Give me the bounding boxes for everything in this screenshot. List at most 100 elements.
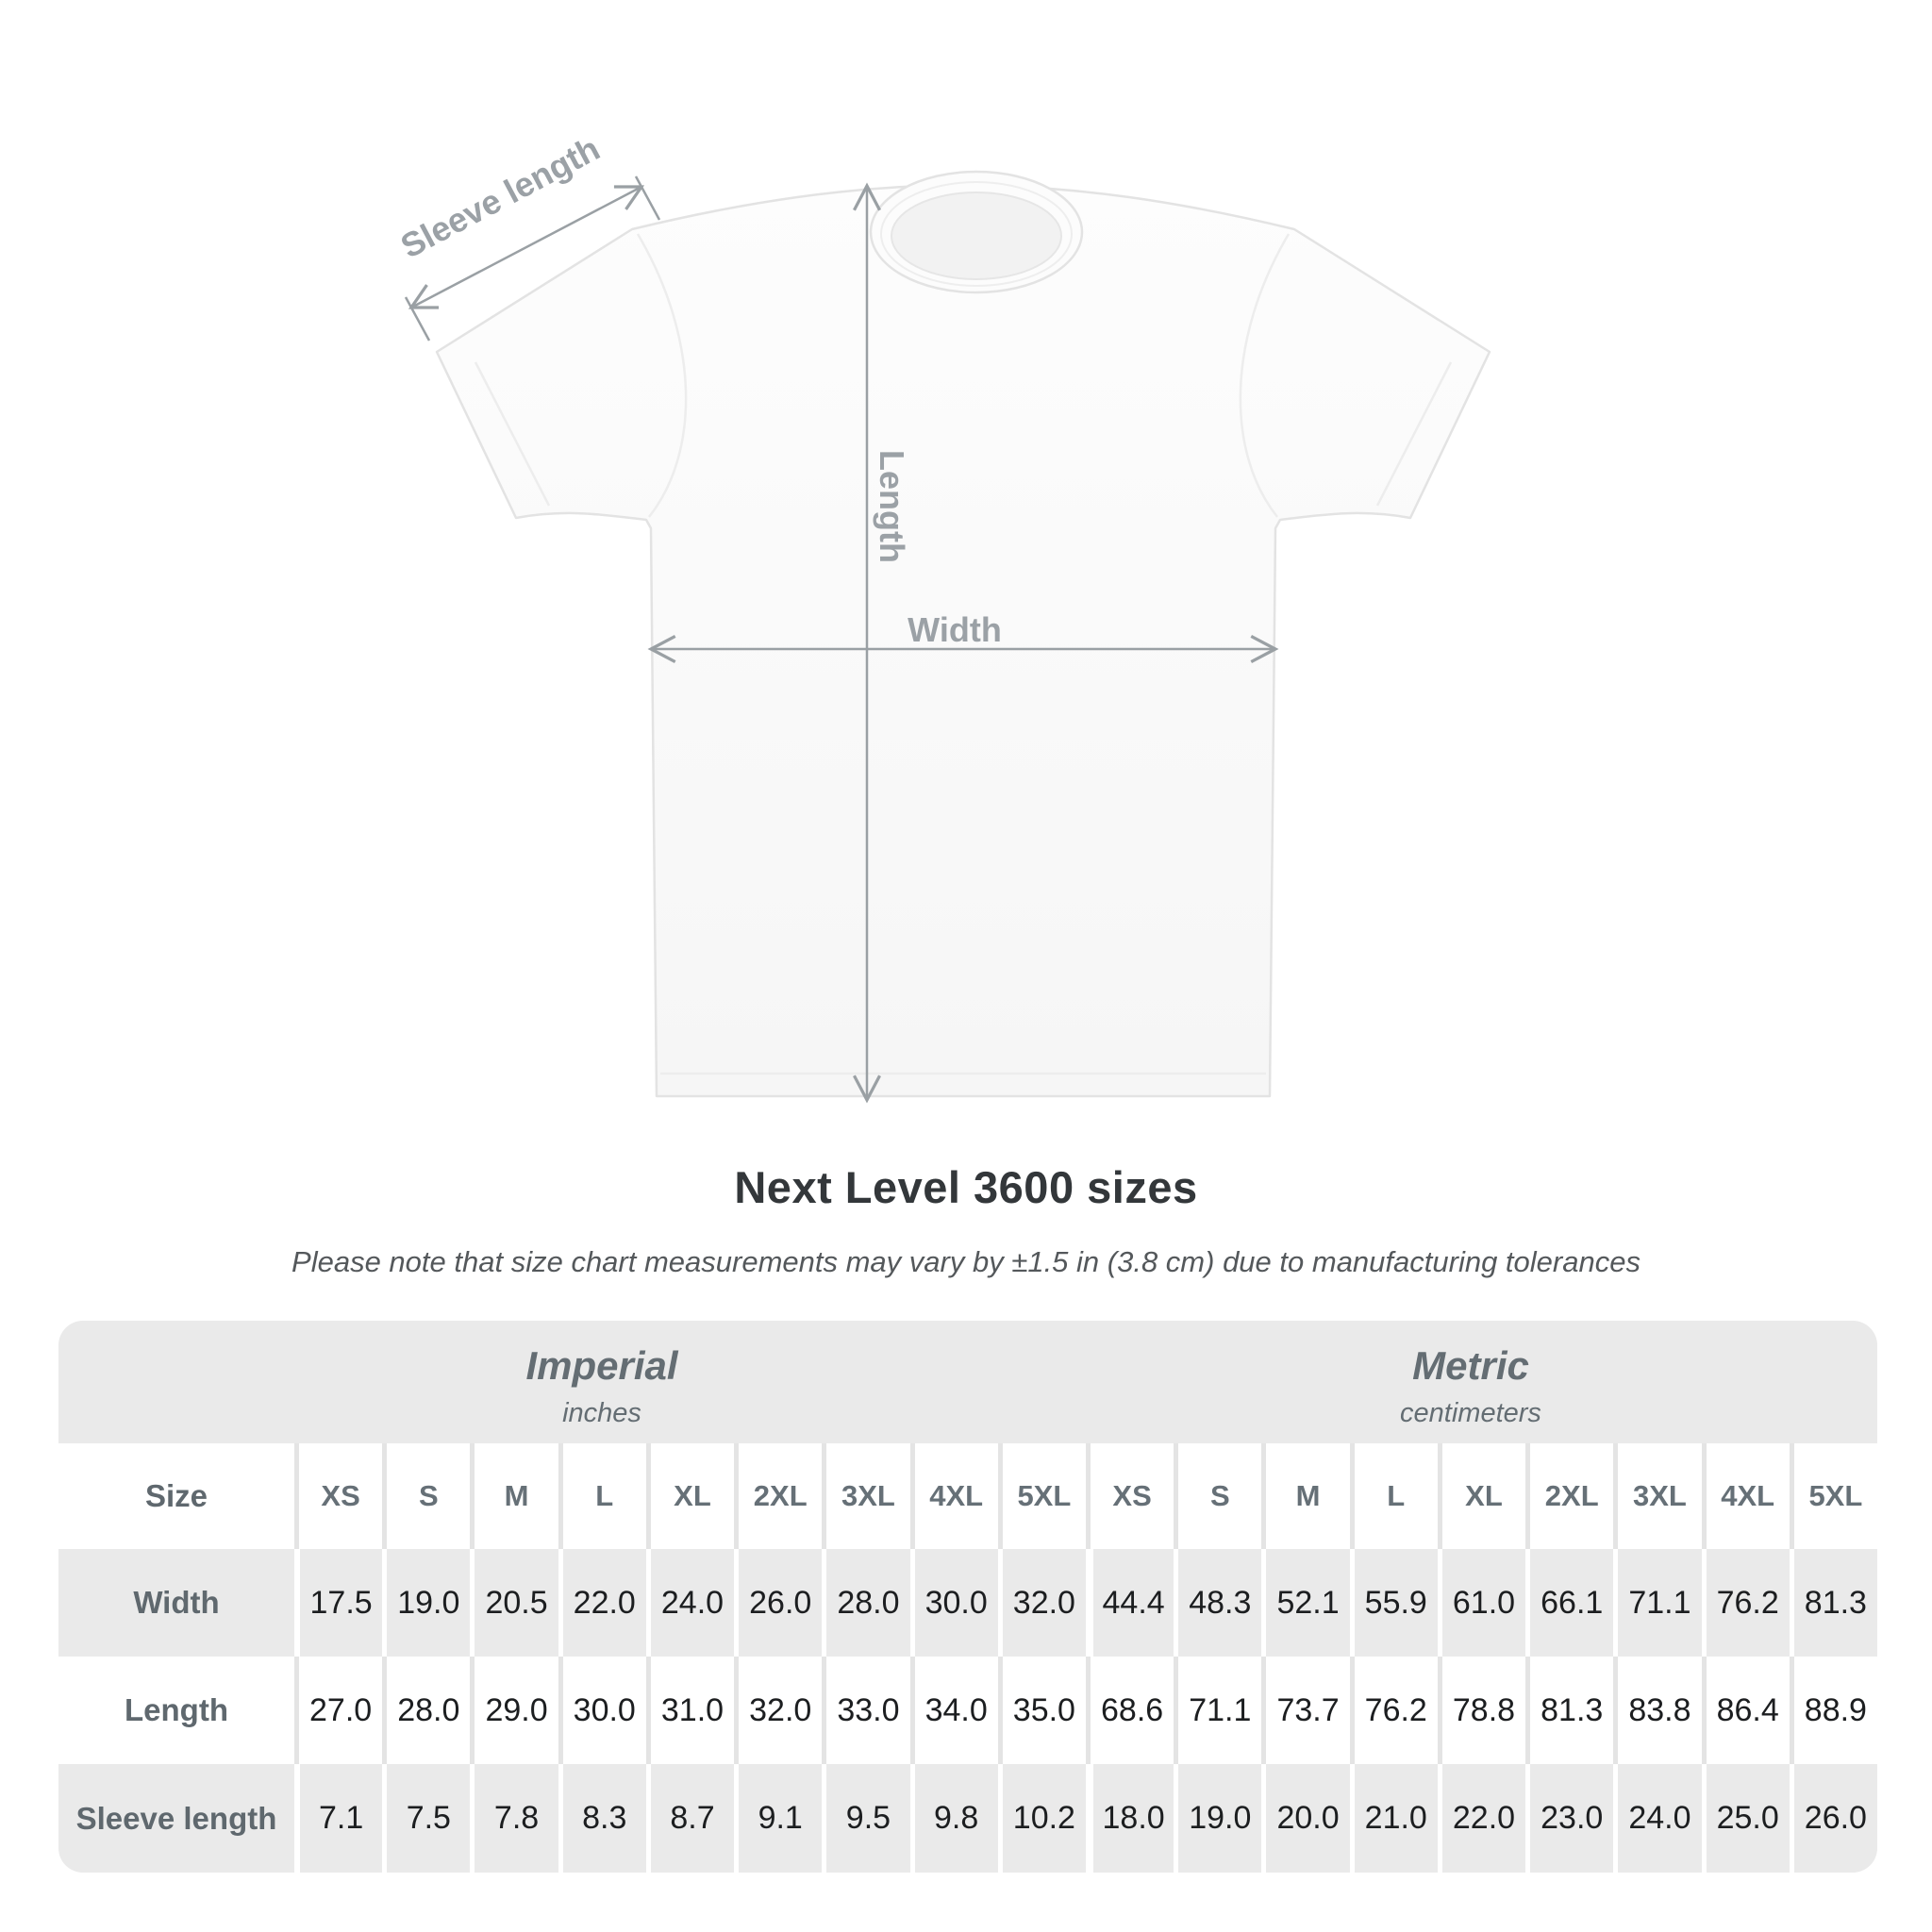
unit-header-band: Imperial inches Metric centimeters: [58, 1321, 1877, 1443]
collar-stitch: [880, 181, 1073, 287]
width-metric-value: 76.2: [1701, 1549, 1790, 1657]
sleeve-imperial-value: 8.7: [645, 1764, 735, 1873]
sleeve-imperial-value: 8.3: [558, 1764, 646, 1873]
col-header-metric-2xl: 2XL: [1525, 1443, 1613, 1549]
col-header-metric-l: L: [1349, 1443, 1438, 1549]
col-header-metric-m: M: [1261, 1443, 1349, 1549]
sleeve-length-row: Sleeve length 7.1 7.5 7.8 8.3 8.7 9.1 9.…: [58, 1764, 1877, 1873]
page-subtitle: Please note that size chart measurements…: [291, 1245, 1641, 1278]
length-metric-value: 71.1: [1174, 1657, 1261, 1764]
col-header-imperial-xs: XS: [294, 1443, 382, 1549]
unit-header-imperial: Imperial inches: [58, 1321, 1145, 1443]
col-header-imperial-3xl: 3XL: [822, 1443, 909, 1549]
width-metric-value: 48.3: [1174, 1549, 1262, 1657]
sleeve-metric-value: 23.0: [1525, 1764, 1614, 1873]
length-imperial-value: 27.0: [294, 1657, 382, 1764]
sleeve-imperial-value: 7.5: [382, 1764, 471, 1873]
length-imperial-value: 30.0: [558, 1657, 646, 1764]
sleeve-imperial-value: 9.5: [822, 1764, 910, 1873]
sleeve-imperial-value: 9.8: [909, 1764, 998, 1873]
length-imperial-value: 34.0: [909, 1657, 998, 1764]
width-metric-value: 52.1: [1261, 1549, 1350, 1657]
width-metric-value: 71.1: [1613, 1549, 1702, 1657]
width-imperial-value: 30.0: [909, 1549, 998, 1657]
sleeve-imperial-value: 7.1: [294, 1764, 383, 1873]
sleeve-metric-value: 18.0: [1085, 1764, 1174, 1873]
left-cuff-stitch: [474, 361, 551, 507]
col-header-imperial-l: L: [558, 1443, 646, 1549]
length-imperial-value: 28.0: [382, 1657, 470, 1764]
length-imperial-value: 29.0: [470, 1657, 558, 1764]
sleeve-length-label: Sleeve length: [394, 128, 606, 265]
sleeve-metric-value: 22.0: [1437, 1764, 1526, 1873]
col-header-imperial-s: S: [382, 1443, 470, 1549]
sleeve-metric-value: 25.0: [1701, 1764, 1790, 1873]
sleeve-metric-value: 20.0: [1261, 1764, 1350, 1873]
metric-unit: centimeters: [1400, 1397, 1541, 1428]
size-header-row: Size XS S M L XL 2XL 3XL 4XL 5XL XS S M …: [58, 1443, 1877, 1549]
col-header-metric-5xl: 5XL: [1789, 1443, 1877, 1549]
col-header-imperial-m: M: [470, 1443, 558, 1549]
width-imperial-value: 20.5: [470, 1549, 558, 1657]
col-header-imperial-2xl: 2XL: [734, 1443, 822, 1549]
length-imperial-value: 32.0: [734, 1657, 822, 1764]
col-header-metric-3xl: 3XL: [1613, 1443, 1701, 1549]
sleeve-metric-value: 21.0: [1349, 1764, 1438, 1873]
length-metric-value: 88.9: [1789, 1657, 1877, 1764]
sleeve-imperial-value: 7.8: [470, 1764, 558, 1873]
width-metric-value: 55.9: [1349, 1549, 1438, 1657]
width-imperial-value: 19.0: [382, 1549, 471, 1657]
width-row: Width 17.5 19.0 20.5 22.0 24.0 26.0 28.0…: [58, 1549, 1877, 1657]
col-header-metric-xl: XL: [1437, 1443, 1525, 1549]
sleeve-imperial-value: 10.2: [997, 1764, 1086, 1873]
page-title: Next Level 3600 sizes: [734, 1162, 1198, 1212]
imperial-title: Imperial: [525, 1342, 678, 1388]
width-imperial-value: 28.0: [822, 1549, 910, 1657]
length-row-label: Length: [125, 1692, 228, 1727]
sleeve-metric-value: 26.0: [1789, 1764, 1877, 1873]
tshirt-measurement-diagram: Sleeve length Length Width: [394, 128, 1491, 1104]
width-metric-value: 61.0: [1437, 1549, 1526, 1657]
right-cuff-stitch: [1375, 361, 1453, 507]
width-imperial-value: 32.0: [997, 1549, 1086, 1657]
sleeve-metric-value: 19.0: [1174, 1764, 1262, 1873]
col-header-metric-4xl: 4XL: [1701, 1443, 1790, 1549]
sleeve-arrow-tick-start: [404, 296, 431, 341]
width-metric-value: 44.4: [1085, 1549, 1174, 1657]
collar-inner: [891, 192, 1062, 280]
length-imperial-value: 33.0: [822, 1657, 909, 1764]
width-row-label: Width: [58, 1549, 294, 1657]
width-metric-value: 66.1: [1525, 1549, 1614, 1657]
col-header-imperial-4xl: 4XL: [909, 1443, 998, 1549]
col-header-metric-s: S: [1174, 1443, 1261, 1549]
imperial-unit: inches: [562, 1397, 641, 1428]
length-row: Length 27.0 28.0 29.0 30.0 31.0 32.0 33.…: [58, 1657, 1877, 1764]
length-metric-value: 81.3: [1525, 1657, 1613, 1764]
width-imperial-value: 24.0: [645, 1549, 735, 1657]
col-header-metric-xs: XS: [1085, 1443, 1174, 1549]
length-metric-value: 78.8: [1437, 1657, 1525, 1764]
width-metric-value: 81.3: [1789, 1549, 1877, 1657]
width-imperial-value: 26.0: [734, 1549, 823, 1657]
col-header-imperial-xl: XL: [645, 1443, 734, 1549]
width-label: Width: [908, 610, 1002, 649]
length-imperial-value: 31.0: [645, 1657, 734, 1764]
length-metric-value: 68.6: [1085, 1657, 1174, 1764]
length-metric-value: 73.7: [1261, 1657, 1349, 1764]
width-imperial-value: 17.5: [294, 1549, 383, 1657]
sleeve-row-label: Sleeve length: [58, 1764, 294, 1873]
size-header-cell: Size: [144, 1478, 208, 1513]
length-imperial-value: 35.0: [997, 1657, 1086, 1764]
size-table: Imperial inches Metric centimeters Size …: [58, 1321, 1877, 1873]
right-armhole-seam: [1239, 233, 1291, 518]
sleeve-metric-value: 24.0: [1613, 1764, 1702, 1873]
sleeve-imperial-value: 9.1: [734, 1764, 823, 1873]
sleeve-arrow-tick-end: [634, 175, 661, 221]
width-imperial-value: 22.0: [558, 1549, 646, 1657]
length-metric-value: 76.2: [1349, 1657, 1438, 1764]
unit-header-metric: Metric centimeters: [1064, 1321, 1877, 1443]
length-metric-value: 86.4: [1701, 1657, 1790, 1764]
sleeve-length-arrow: [408, 185, 645, 309]
metric-title: Metric: [1412, 1342, 1529, 1388]
col-header-imperial-5xl: 5XL: [997, 1443, 1086, 1549]
